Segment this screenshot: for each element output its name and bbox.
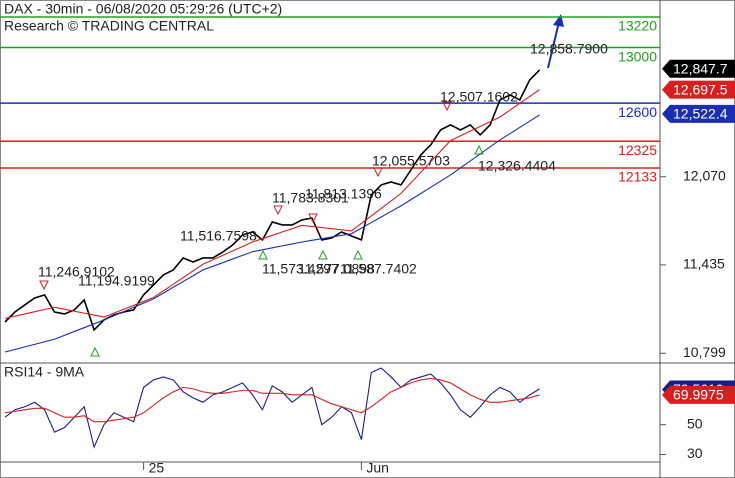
annotation: 11,783.8301	[272, 190, 349, 206]
annotation: 11,573.4297	[262, 261, 339, 277]
series-line	[4, 89, 540, 319]
x-tick-label: Jun	[366, 460, 389, 476]
annotation: 11,246.9102	[38, 264, 115, 280]
chart-title: DAX - 30min - 06/08/2020 05:29:26 (UTC+2…	[4, 1, 282, 17]
buy-marker	[318, 249, 328, 260]
annotation: 11,516.7598	[180, 228, 257, 244]
buy-marker	[90, 346, 100, 357]
level-label: 12600	[618, 104, 657, 120]
series-line	[4, 69, 541, 332]
level-label: 12133	[618, 169, 657, 185]
annotation: 11,577.0898	[298, 261, 375, 277]
level-label: 13000	[618, 48, 657, 64]
price-tag-label: 12,697.5	[673, 81, 728, 97]
level-label: 12325	[618, 142, 657, 158]
y-tick-label: 30	[687, 445, 703, 461]
annotation: 12,858.7900	[530, 41, 608, 57]
annotation: 11,813.1396	[305, 186, 382, 202]
y-tick-label: 11,435	[683, 256, 725, 272]
price-tag-box	[662, 385, 735, 404]
sell-marker	[308, 213, 318, 224]
annotation: 12,055.5703	[372, 153, 450, 169]
annotation: 11,194.9199	[78, 273, 155, 289]
series-line	[4, 377, 540, 423]
price-tag-box	[662, 59, 735, 78]
series-line	[4, 114, 540, 353]
y-tick-label: 10,799	[683, 344, 726, 360]
price-tag-label: 12,847.7	[673, 60, 728, 76]
chart-subtitle: Research © TRADING CENTRAL	[4, 18, 214, 34]
price-tag-label: 12,522.4	[673, 106, 728, 122]
sell-marker	[442, 101, 452, 112]
annotation: 12,507.1602	[440, 89, 518, 105]
y-tick-label: 50	[687, 415, 703, 431]
annotation: 12,326.4404	[478, 158, 556, 174]
forecast-arrow	[547, 21, 560, 69]
x-tick-label: 25	[149, 460, 165, 476]
y-tick-label: 12,070	[683, 167, 726, 183]
price-tag-box	[662, 104, 735, 123]
level-label: 13220	[618, 18, 657, 34]
rsi-title: RSI14 - 9MA	[4, 364, 85, 380]
sell-marker	[39, 280, 49, 291]
sell-marker	[273, 205, 283, 216]
price-tag-label: 69.9975	[673, 387, 724, 403]
buy-marker	[353, 249, 363, 260]
buy-marker	[474, 144, 484, 155]
price-tag-box	[662, 80, 735, 99]
annotation: 11,587.7402	[340, 261, 417, 277]
series-line	[4, 367, 540, 449]
sell-marker	[373, 167, 383, 178]
buy-marker	[258, 249, 268, 260]
